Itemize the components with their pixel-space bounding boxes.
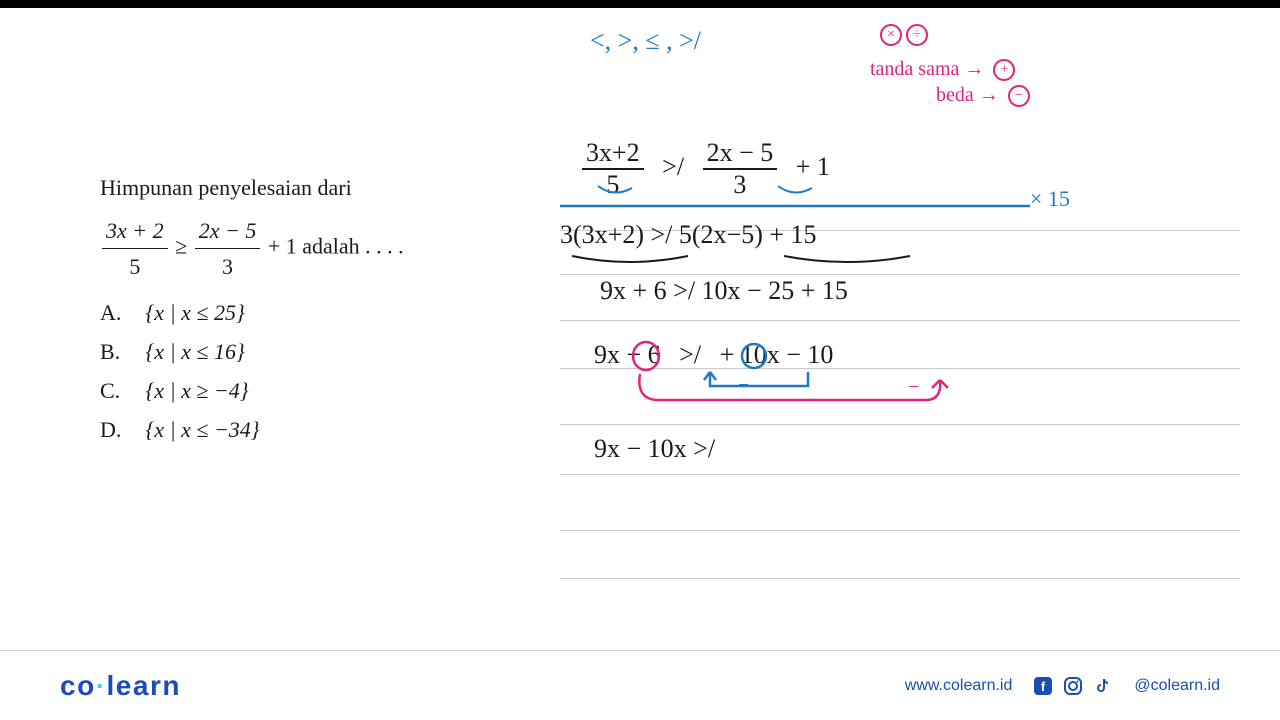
hw-tail: + 1 <box>796 152 830 181</box>
geq-symbol: ≥ <box>175 234 187 259</box>
option-c: C. {x | x ≥ −4} <box>100 373 520 408</box>
circle-plus6 <box>630 340 662 372</box>
mult-15-note: × 15 <box>1030 186 1070 212</box>
work-line-5: 9x − 10x >/ <box>594 434 715 464</box>
lhs-numerator: 3x + 2 <box>102 213 168 249</box>
blue-divider <box>560 202 1030 210</box>
footer: co·learn www.colearn.id f @colearn.id <box>0 650 1280 720</box>
footer-url: www.colearn.id <box>905 677 1013 695</box>
tick-under-3 <box>776 184 816 198</box>
tiktok-icon <box>1092 675 1114 697</box>
plus-icon: + <box>993 59 1015 81</box>
circle-plus10x <box>740 342 768 370</box>
problem-inequality: 3x + 2 5 ≥ 2x − 5 3 + 1 adalah . . . . <box>100 213 520 284</box>
top-bar <box>0 0 1280 8</box>
instagram-icon <box>1062 675 1084 697</box>
logo-learn: learn <box>107 670 181 701</box>
options-list: A. {x | x ≤ 25} B. {x | x ≤ 16} C. {x | … <box>100 295 520 448</box>
tick-under-5 <box>596 184 636 198</box>
social-icons: f <box>1032 675 1114 697</box>
facebook-icon: f <box>1032 675 1054 697</box>
times-icon: × <box>880 24 902 46</box>
brand-logo: co·learn <box>60 670 181 702</box>
geq-hand: >/ <box>662 152 684 181</box>
rule-diff: beda → − <box>936 84 1030 107</box>
rule-diff-text: beda → <box>936 84 999 106</box>
option-text: {x | x ≤ −34} <box>146 417 260 442</box>
lhs-denominator: 5 <box>102 249 168 284</box>
option-text: {x | x ≤ 16} <box>146 339 245 364</box>
underline-3-group <box>570 252 690 266</box>
option-a: A. {x | x ≤ 25} <box>100 295 520 330</box>
option-label: B. <box>100 334 140 369</box>
mult-div-note: × ÷ <box>880 24 928 46</box>
footer-right: www.colearn.id f @colearn.id <box>905 675 1220 697</box>
option-text: {x | x ≥ −4} <box>146 378 249 403</box>
inequality-symbols-note: <, >, ≤ , >/ <box>590 26 701 56</box>
rhs-denominator: 3 <box>195 249 261 284</box>
rule-same-text: tanda sama → <box>870 58 984 80</box>
footer-handle: @colearn.id <box>1134 677 1220 695</box>
divide-icon: ÷ <box>906 24 928 46</box>
minus-icon: − <box>1008 85 1030 107</box>
pink-move-arrow <box>626 370 946 418</box>
problem-area: Himpunan penyelesaian dari 3x + 2 5 ≥ 2x… <box>100 170 520 451</box>
line4-right: + 10x − 10 <box>720 340 834 369</box>
hw-lhs-num: 3x+2 <box>582 138 644 170</box>
option-label: C. <box>100 373 140 408</box>
option-text: {x | x ≤ 25} <box>146 300 245 325</box>
rhs-numerator: 2x − 5 <box>195 213 261 249</box>
option-d: D. {x | x ≤ −34} <box>100 412 520 447</box>
work-line-2: 3(3x+2) >/ 5(2x−5) + 15 <box>560 220 817 250</box>
logo-dot: · <box>96 670 107 701</box>
logo-co: co <box>60 670 96 701</box>
hw-rhs-num: 2x − 5 <box>703 138 778 170</box>
option-label: D. <box>100 412 140 447</box>
pink-minus: − <box>908 376 919 399</box>
hw-rhs-den: 3 <box>703 170 778 200</box>
line4-op: >/ <box>679 340 701 369</box>
underline-5-group <box>782 252 912 266</box>
option-label: A. <box>100 295 140 330</box>
problem-tail: + 1 adalah . . . . <box>268 234 404 259</box>
work-line-3: 9x + 6 >/ 10x − 25 + 15 <box>600 276 848 306</box>
problem-intro: Himpunan penyelesaian dari <box>100 170 520 205</box>
rule-same: tanda sama → + <box>870 58 1015 81</box>
work-area: <, >, ≤ , >/ × ÷ tanda sama → + beda → −… <box>570 30 1230 610</box>
svg-text:f: f <box>1041 679 1046 694</box>
option-b: B. {x | x ≤ 16} <box>100 334 520 369</box>
